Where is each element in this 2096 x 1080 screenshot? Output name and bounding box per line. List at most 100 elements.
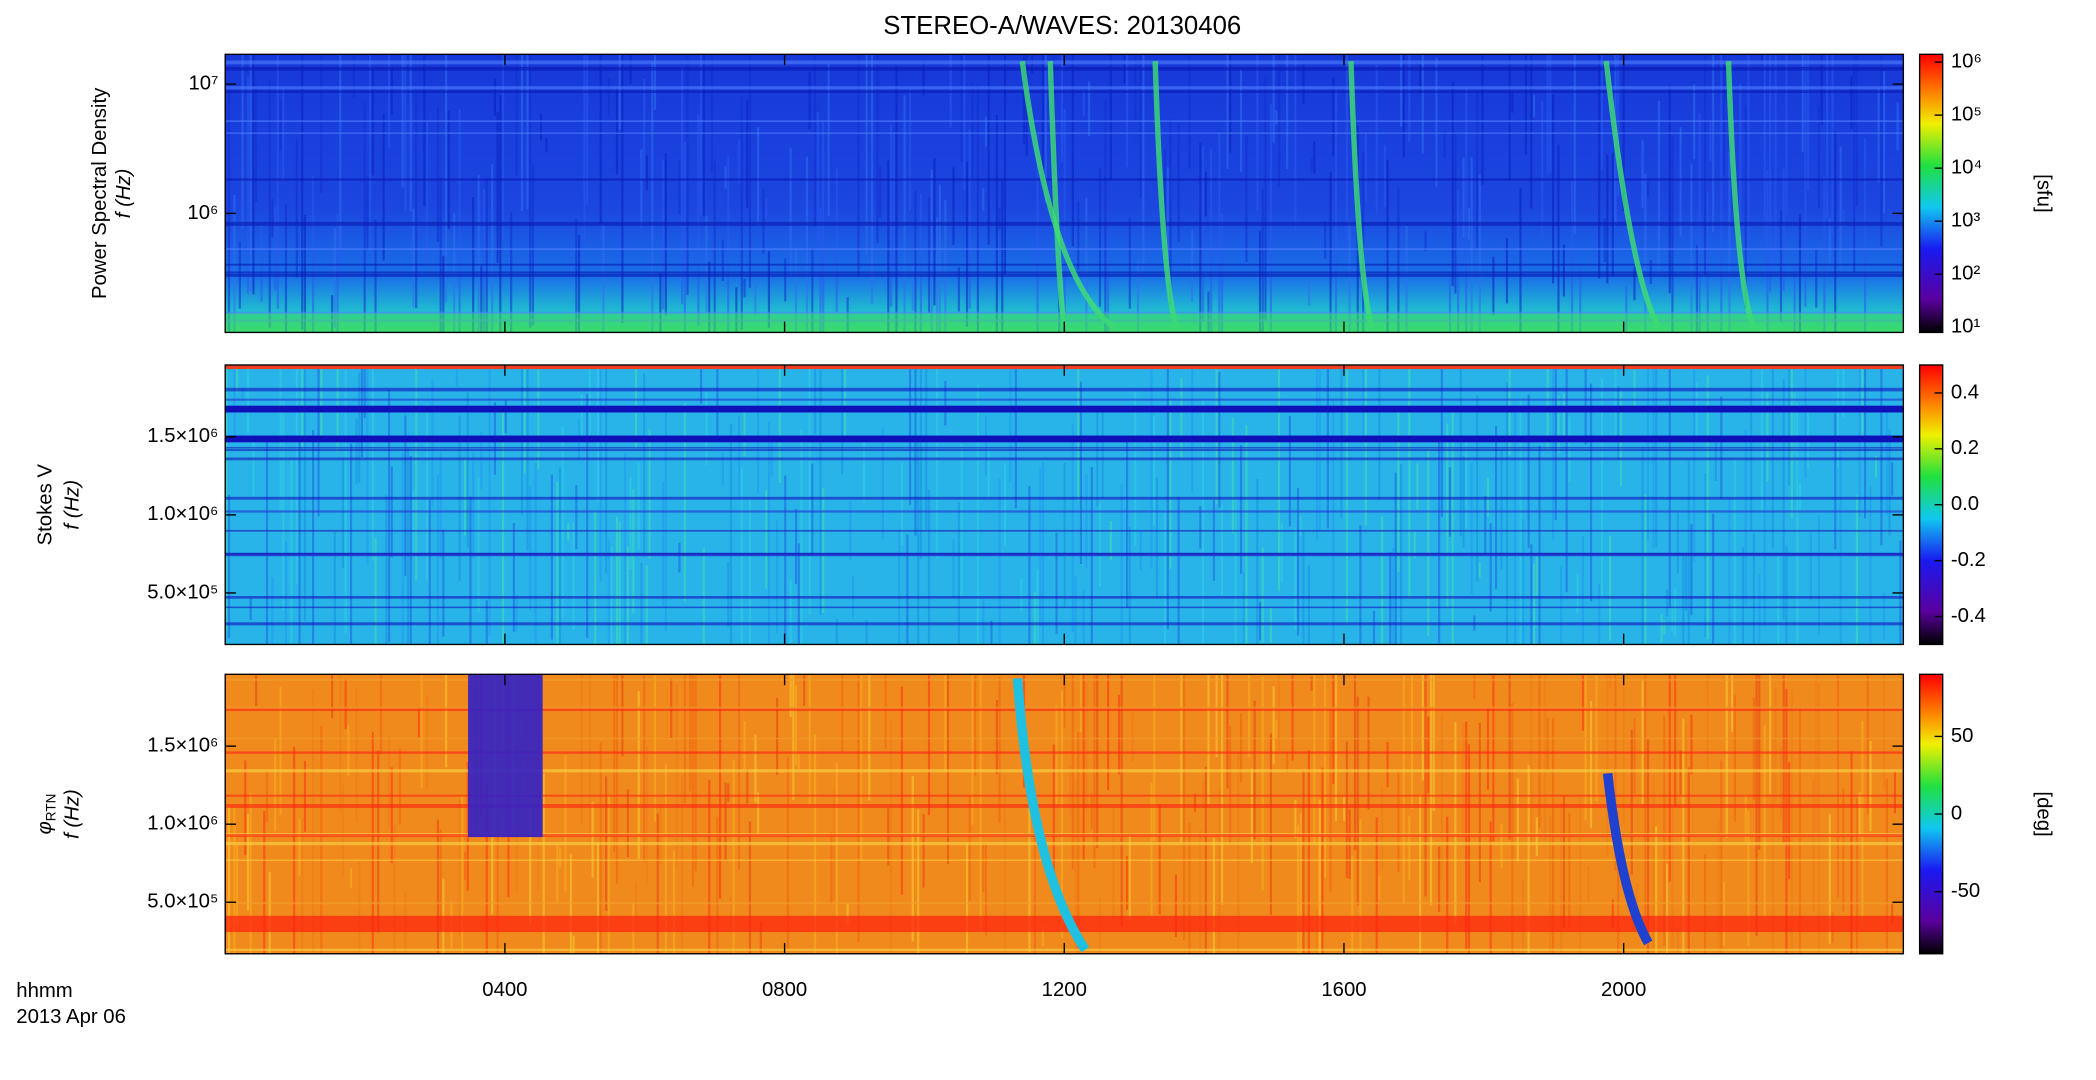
texture [1676, 512, 1679, 574]
texture [1546, 717, 1549, 772]
texture [1484, 495, 1487, 555]
texture [819, 207, 822, 333]
texture [1294, 527, 1297, 631]
texture [1288, 415, 1291, 527]
texture [1136, 260, 1140, 333]
texture [1302, 64, 1305, 104]
texture [1139, 54, 1142, 198]
texture [930, 169, 933, 333]
texture [1717, 820, 1720, 954]
texture [225, 510, 1904, 513]
texture [960, 443, 963, 597]
texture [1850, 75, 1853, 129]
texture [1614, 674, 1617, 871]
texture [561, 425, 564, 618]
colorbar-tick-label: -0.4 [1951, 605, 1986, 627]
texture [1348, 61, 1375, 328]
texture [227, 84, 231, 333]
texture [607, 77, 610, 116]
texture [1220, 213, 1224, 333]
texture [976, 384, 979, 645]
texture [423, 54, 426, 207]
texture [1245, 135, 1248, 262]
texture [1465, 439, 1468, 529]
texture [225, 737, 1904, 740]
texture [1546, 364, 1549, 451]
texture [917, 809, 920, 954]
texture [965, 161, 969, 327]
texture [393, 824, 396, 954]
texture [1150, 364, 1153, 569]
texture [1733, 695, 1736, 822]
texture [1600, 54, 1603, 170]
texture [586, 54, 589, 205]
texture [1695, 245, 1698, 333]
texture [1562, 393, 1566, 444]
texture [1155, 476, 1159, 599]
texture [727, 156, 730, 333]
texture [1318, 799, 1321, 954]
texture [225, 841, 1904, 846]
texture [1315, 364, 1319, 540]
texture [246, 813, 250, 911]
texture [1581, 674, 1585, 731]
texture [1277, 364, 1281, 592]
texture [1747, 810, 1750, 947]
texture [770, 437, 773, 477]
texture [1039, 468, 1042, 627]
texture [708, 261, 711, 333]
texture [333, 531, 336, 645]
texture [794, 247, 798, 333]
texture [225, 446, 1904, 449]
texture [835, 763, 838, 954]
texture [436, 474, 440, 645]
texture [537, 364, 540, 469]
texture [1375, 817, 1378, 954]
texture [626, 546, 629, 645]
texture [1516, 778, 1519, 862]
texture [1652, 364, 1655, 549]
texture [558, 847, 562, 869]
texture [1291, 674, 1294, 761]
texture [1630, 729, 1633, 875]
texture [477, 477, 480, 613]
texture [1438, 846, 1441, 913]
y-tick-label: 1.5×10⁶ [147, 735, 218, 757]
texture [1077, 364, 1080, 501]
texture [1402, 674, 1405, 904]
texture [439, 829, 442, 932]
texture [539, 113, 543, 141]
texture [724, 166, 727, 189]
texture [683, 142, 686, 333]
texture [656, 813, 659, 954]
texture [1294, 54, 1297, 231]
texture [998, 676, 1001, 823]
texture [564, 755, 567, 892]
texture [757, 364, 760, 494]
texture [1644, 674, 1647, 932]
texture [1562, 244, 1566, 297]
texture [1180, 378, 1183, 457]
texture [339, 674, 342, 813]
texture [1457, 189, 1460, 333]
y-axis-subscript: RTN [43, 794, 58, 822]
texture [982, 187, 985, 211]
texture [1888, 429, 1891, 536]
texture [331, 674, 334, 719]
texture [1448, 278, 1452, 333]
texture [1712, 54, 1715, 233]
texture [1801, 54, 1804, 152]
texture [1752, 533, 1755, 645]
colorbar-tick-label: 10⁶ [1951, 50, 1982, 72]
texture [643, 79, 646, 180]
texture [1731, 674, 1734, 732]
texture [371, 732, 374, 954]
texture [1720, 54, 1723, 333]
texture [1779, 746, 1783, 818]
texture [347, 725, 350, 777]
texture [686, 54, 689, 296]
texture [501, 408, 505, 645]
texture [1874, 455, 1878, 478]
texture [689, 674, 692, 792]
texture [1088, 81, 1091, 137]
